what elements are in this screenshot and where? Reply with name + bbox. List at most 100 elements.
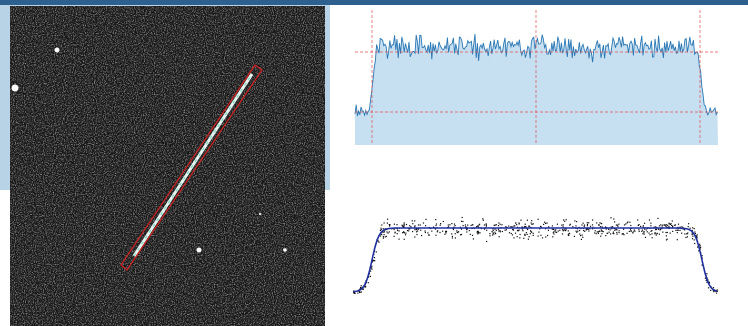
data-point <box>464 226 467 228</box>
data-point <box>585 229 587 231</box>
data-point <box>454 225 456 227</box>
data-point <box>398 238 400 240</box>
data-point <box>582 222 584 224</box>
data-point <box>476 230 478 233</box>
data-point <box>632 232 634 234</box>
data-point <box>510 232 512 235</box>
data-point <box>677 223 680 225</box>
data-point <box>403 231 405 233</box>
data-point <box>599 226 601 228</box>
data-point <box>658 233 660 235</box>
data-point <box>665 239 668 241</box>
data-point <box>656 233 658 235</box>
data-point <box>688 223 690 225</box>
data-point <box>524 234 526 236</box>
data-point <box>638 230 640 232</box>
data-point <box>580 235 582 237</box>
data-point <box>696 234 698 236</box>
data-point <box>530 230 532 232</box>
data-point <box>416 228 418 230</box>
data-point <box>658 225 661 227</box>
data-point <box>695 235 697 237</box>
intensity-profile <box>354 10 718 145</box>
data-point <box>382 236 384 238</box>
data-point <box>641 229 643 231</box>
data-point <box>360 285 362 287</box>
data-point <box>504 229 506 231</box>
data-point <box>618 223 620 225</box>
data-point <box>393 235 395 237</box>
data-point <box>592 219 594 221</box>
data-point <box>531 223 533 225</box>
data-point <box>588 222 590 224</box>
data-point <box>461 216 463 219</box>
data-point <box>614 221 616 223</box>
data-point <box>527 238 529 240</box>
data-point <box>527 228 529 231</box>
data-point <box>442 230 444 232</box>
data-point <box>529 233 531 235</box>
data-point <box>650 225 652 227</box>
data-point <box>650 230 652 232</box>
data-point <box>651 233 653 235</box>
data-point <box>598 230 600 232</box>
data-point <box>381 224 383 226</box>
data-point <box>567 230 569 232</box>
data-point <box>596 222 598 224</box>
star <box>283 248 287 252</box>
data-point <box>486 229 488 231</box>
data-point <box>530 222 532 224</box>
star-image <box>10 6 325 326</box>
data-point <box>546 222 548 224</box>
data-point <box>469 233 471 235</box>
data-point <box>524 223 526 225</box>
data-point <box>643 230 645 233</box>
data-point <box>661 224 663 226</box>
data-point <box>456 230 458 232</box>
data-point <box>499 231 501 233</box>
data-point <box>651 230 653 232</box>
data-point <box>585 228 588 230</box>
data-point <box>478 224 480 226</box>
data-point <box>657 228 659 230</box>
data-point <box>492 234 494 236</box>
data-point <box>388 224 391 226</box>
fit-profile <box>352 216 718 294</box>
data-point <box>545 222 547 224</box>
data-point <box>543 223 545 225</box>
data-point <box>501 224 503 226</box>
data-point <box>388 231 390 233</box>
data-point <box>523 226 525 228</box>
data-point <box>616 224 619 226</box>
data-point <box>579 229 581 232</box>
data-point <box>518 229 520 231</box>
data-point <box>472 238 474 240</box>
data-point <box>417 230 419 232</box>
data-point <box>679 226 681 228</box>
data-point <box>514 225 516 227</box>
data-point <box>616 233 618 235</box>
data-point <box>428 234 430 236</box>
data-point <box>671 224 673 226</box>
data-point <box>528 225 530 227</box>
data-point <box>435 219 437 221</box>
data-point <box>422 222 425 224</box>
data-point <box>679 229 681 231</box>
data-point <box>685 236 687 239</box>
data-point <box>437 230 439 232</box>
data-point <box>600 235 602 237</box>
data-point <box>580 238 582 240</box>
data-point <box>537 235 539 237</box>
data-point <box>655 229 657 231</box>
data-point <box>427 232 429 234</box>
data-point <box>459 234 462 236</box>
data-point <box>462 220 464 223</box>
data-point <box>460 220 463 222</box>
data-point <box>414 229 416 231</box>
data-point <box>708 282 711 284</box>
image-noise <box>10 6 325 326</box>
data-point <box>699 243 701 245</box>
data-point <box>600 229 602 231</box>
data-point <box>528 236 530 238</box>
data-point <box>440 223 442 225</box>
